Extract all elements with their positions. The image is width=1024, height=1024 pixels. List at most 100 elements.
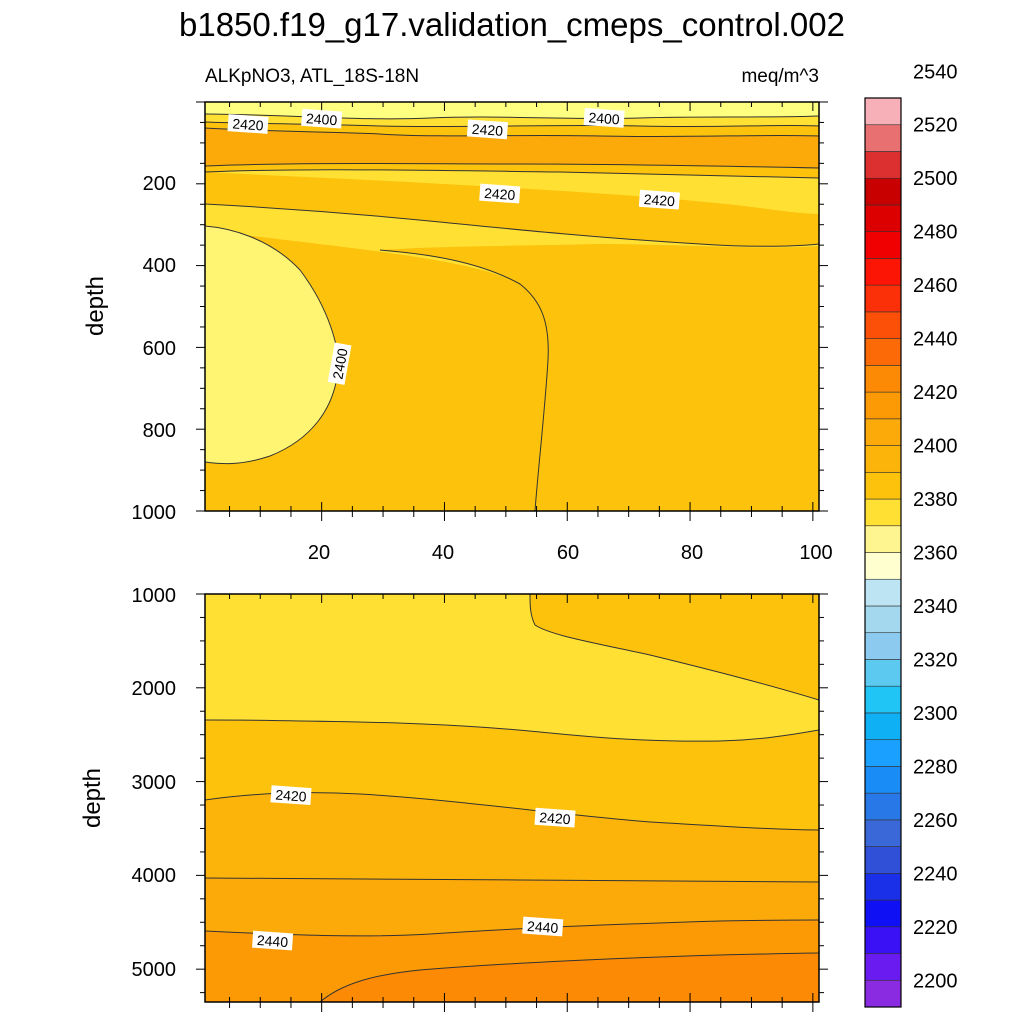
colorbar-swatch <box>864 685 902 714</box>
ytick-top-800: 800 <box>143 420 176 442</box>
colorbar-label: 2480 <box>913 222 958 244</box>
contour-label-text: 2420 <box>484 185 516 203</box>
colorbar-swatch <box>864 605 902 634</box>
colorbar-label: 2260 <box>913 810 958 832</box>
colorbar-swatch <box>864 739 902 767</box>
bottom-axis-ticks <box>196 593 828 1012</box>
contour-label: 2420 <box>270 785 312 806</box>
colorbar-swatch <box>864 391 902 420</box>
contour-labels: 2420 2400 2420 2400 2420 2420 2400 2420 2420 2440… <box>227 107 680 951</box>
colorbar-swatch <box>864 552 902 580</box>
ytick-bottom-2000: 2000 <box>132 678 177 700</box>
colorbar-swatch <box>864 819 902 847</box>
colorbar-swatch <box>864 365 902 393</box>
colorbar-label: 2400 <box>913 436 958 458</box>
ytick-bottom-5000: 5000 <box>132 959 177 981</box>
colorbar-swatch <box>864 899 902 928</box>
contour-label-text: 2440 <box>256 932 288 950</box>
contour-label: 2400 <box>327 342 352 385</box>
colorbar-label: 2360 <box>913 543 958 565</box>
contour-label: 2420 <box>534 807 576 828</box>
colorbar-label: 2520 <box>913 115 958 137</box>
xtick-80: 80 <box>681 542 703 564</box>
ylabel-bottom: depth <box>79 768 106 828</box>
colorbar-swatch <box>864 712 902 740</box>
contour-label: 2400 <box>583 107 625 128</box>
xtick-60: 60 <box>557 542 579 564</box>
colorbar-swatch <box>864 578 902 607</box>
bottom-right-orange-lobe <box>530 594 819 700</box>
contour-label-text: 2440 <box>527 918 559 936</box>
colorbar-swatch <box>864 498 902 527</box>
contour-label: 2420 <box>227 114 269 134</box>
contour-label: 2420 <box>638 189 680 210</box>
colorbar: 2200 2220 2240 2260 2280 2300 2320 2340 2360 2380… <box>864 61 958 1008</box>
colorbar-swatch <box>864 124 902 152</box>
contour-label-text: 2400 <box>329 347 350 381</box>
ytick-top-1000: 1000 <box>132 502 177 524</box>
colorbar-swatch <box>864 97 902 126</box>
ytick-top-600: 600 <box>143 338 176 360</box>
colorbar-label: 2540 <box>913 61 958 83</box>
colorbar-swatch <box>864 846 902 874</box>
panel-subtitle-left: ALKpNO3, ATL_18S-18N <box>205 66 419 87</box>
panel-units: meq/m^3 <box>741 66 819 87</box>
colorbar-swatch <box>864 177 902 206</box>
colorbar-label: 2240 <box>913 863 958 885</box>
colorbar-swatch <box>864 151 902 179</box>
top-axis-ticks <box>196 101 828 521</box>
ylabel-top: depth <box>82 276 109 336</box>
colorbar-swatch <box>864 979 902 1008</box>
colorbar-swatch <box>864 792 902 821</box>
ytick-bottom-3000: 3000 <box>132 772 177 794</box>
colorbar-swatch <box>864 231 902 259</box>
xtick-100: 100 <box>799 542 832 564</box>
colorbar-swatch <box>864 258 902 286</box>
top-interior-orange-right <box>380 244 819 511</box>
colorbar-label: 2300 <box>913 703 958 725</box>
main-title: b1850.f19_g17.validation_cmeps_control.0… <box>179 6 845 43</box>
colorbar-swatch <box>864 873 902 901</box>
top-panel <box>205 102 819 511</box>
ytick-top-200: 200 <box>143 173 176 195</box>
contour-label: 2420 <box>466 119 509 140</box>
ytick-top-400: 400 <box>143 255 176 277</box>
colorbar-label: 2320 <box>913 649 958 671</box>
colorbar-swatch <box>864 659 902 687</box>
colorbar-label: 2420 <box>913 382 958 404</box>
colorbar-label: 2460 <box>913 275 958 297</box>
contour-label: 2440 <box>252 930 294 951</box>
colorbar-swatch <box>864 926 902 954</box>
ytick-bottom-1000: 1000 <box>132 585 177 607</box>
colorbar-swatch <box>864 471 902 500</box>
colorbar-swatch <box>864 338 902 366</box>
colorbar-label: 2380 <box>913 489 958 511</box>
bottom-plot-frame <box>204 593 820 1003</box>
contour-label-text: 2420 <box>643 191 675 209</box>
colorbar-swatch <box>864 418 902 446</box>
bottom-panel <box>205 594 819 1002</box>
contour-label-text: 2400 <box>588 109 620 127</box>
colorbar-swatch <box>864 525 902 553</box>
colorbar-frame <box>864 97 902 1008</box>
colorbar-label: 2220 <box>913 917 958 939</box>
bottom-band-dark-orange <box>320 953 819 1002</box>
contour-label: 2400 <box>301 108 343 129</box>
colorbar-label: 2340 <box>913 596 958 618</box>
colorbar-label: 2500 <box>913 168 958 190</box>
contour-label: 2420 <box>479 183 521 204</box>
contour-label-text: 2420 <box>232 115 264 133</box>
colorbar-swatch <box>864 204 902 232</box>
contour-label-text: 2400 <box>306 110 338 128</box>
colorbar-label: 2440 <box>913 329 958 351</box>
top-band-surface-light <box>205 102 819 119</box>
xtick-40: 40 <box>432 542 454 564</box>
contour-label-text: 2420 <box>275 787 307 805</box>
ytick-bottom-4000: 4000 <box>132 865 177 887</box>
colorbar-swatch <box>864 311 902 339</box>
xtick-20: 20 <box>308 542 330 564</box>
top-core-light-yellow <box>205 226 339 464</box>
contour-label-text: 2420 <box>471 121 503 139</box>
contour-label-text: 2420 <box>539 809 571 827</box>
